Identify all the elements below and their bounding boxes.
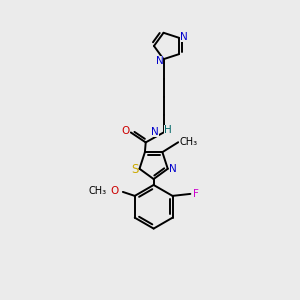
Text: H: H	[164, 125, 171, 136]
Text: N: N	[151, 128, 159, 137]
Text: O: O	[111, 186, 119, 196]
Text: CH₃: CH₃	[89, 186, 107, 196]
Text: N: N	[180, 32, 188, 42]
Text: N: N	[169, 164, 177, 174]
Text: O: O	[122, 127, 130, 136]
Text: F: F	[194, 189, 199, 199]
Text: N: N	[156, 56, 164, 66]
Text: S: S	[131, 163, 138, 176]
Text: CH₃: CH₃	[179, 137, 197, 147]
